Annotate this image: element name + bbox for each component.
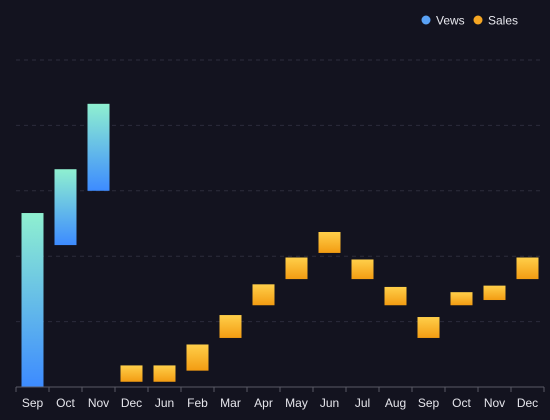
x-tick-label: Feb <box>187 396 208 410</box>
x-tick-label: Aug <box>385 396 406 410</box>
x-tick-label: Jul <box>355 396 370 410</box>
bar-sales-dec[interactable] <box>120 365 143 382</box>
x-tick-label: Sep <box>418 396 440 410</box>
bars <box>21 103 539 387</box>
x-tick-label: Jun <box>320 396 339 410</box>
legend-marker <box>421 15 431 25</box>
bar-sales-jun[interactable] <box>153 365 176 382</box>
legend-item-sales[interactable]: Sales <box>473 14 519 28</box>
x-tick-label: Jun <box>155 396 174 410</box>
bar-sales-jun[interactable] <box>318 232 341 253</box>
x-tick-label: Dec <box>517 396 538 410</box>
bar-sales-mar[interactable] <box>219 315 242 338</box>
legend-marker <box>473 15 483 25</box>
bar-vews-nov[interactable] <box>87 103 110 191</box>
bar-vews-oct[interactable] <box>54 169 77 246</box>
x-axis: Sep Oct Nov Dec Jun Feb Mar Apr May Jun Jul Aug Sep O… <box>15 386 545 410</box>
legend-label: Vews <box>436 14 465 28</box>
x-tick-label: Nov <box>88 396 109 410</box>
x-tick-label: Nov <box>484 396 505 410</box>
bar-sales-oct[interactable] <box>450 292 473 306</box>
bar-sales-sep[interactable] <box>417 317 440 338</box>
x-tick-label: Apr <box>254 396 273 410</box>
legend-label: Sales <box>488 14 518 28</box>
bar-vews-sep[interactable] <box>21 213 44 387</box>
bar-sales-jul[interactable] <box>351 259 374 280</box>
bar-sales-feb[interactable] <box>186 344 209 371</box>
bar-sales-dec[interactable] <box>516 257 539 280</box>
bar-sales-may[interactable] <box>285 257 308 280</box>
x-tick-label: Oct <box>452 396 471 410</box>
x-tick-label: Dec <box>121 396 142 410</box>
x-tick-label: Oct <box>56 396 75 410</box>
x-tick-label: May <box>285 396 308 410</box>
x-tick-label: Mar <box>220 396 241 410</box>
x-tick-label: Sep <box>22 396 44 410</box>
legend-item-vews[interactable]: Vews <box>421 14 465 28</box>
bar-sales-aug[interactable] <box>384 286 407 306</box>
bar-sales-apr[interactable] <box>252 284 275 306</box>
legend[interactable]: Vews Sales <box>421 14 519 28</box>
bar-sales-nov[interactable] <box>483 285 506 301</box>
